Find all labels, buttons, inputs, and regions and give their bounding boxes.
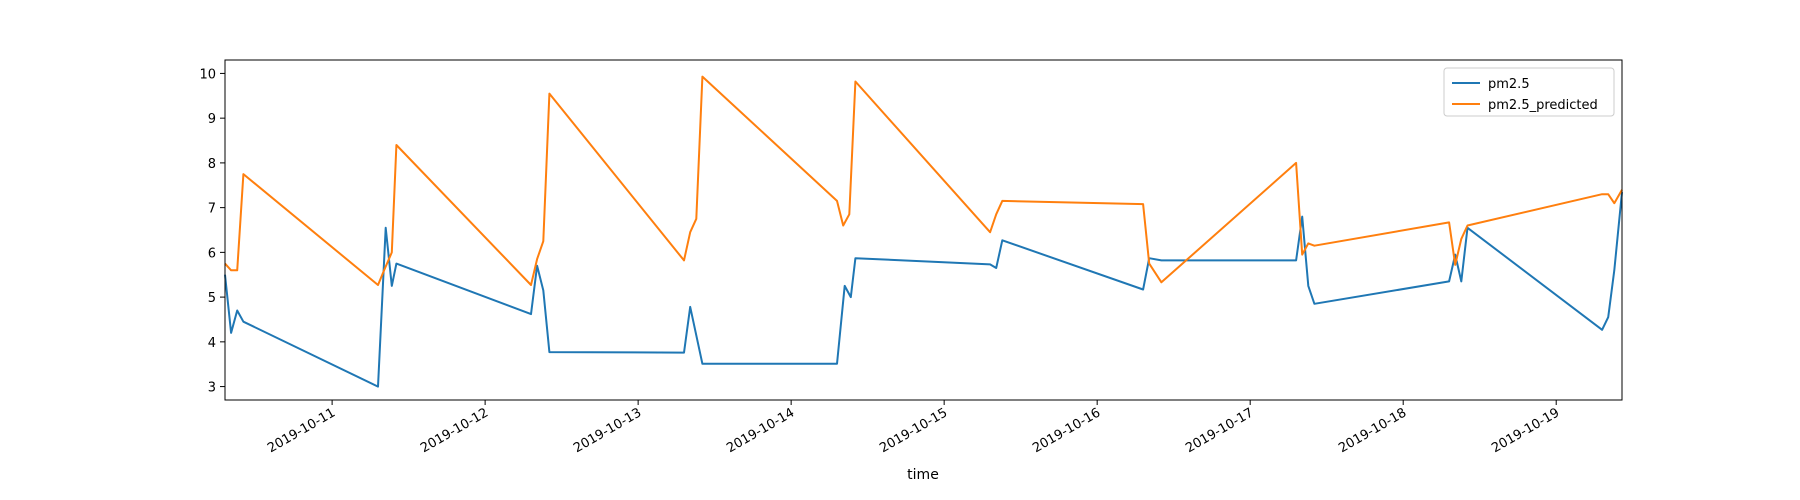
y-tick-label: 8 <box>208 157 216 172</box>
series-line-pm2-5-predicted <box>224 75 1623 286</box>
x-tick-label: 2019-10-11 <box>265 405 338 456</box>
legend-label: pm2.5 <box>1488 77 1530 92</box>
plot-frame <box>224 59 1623 401</box>
y-tick-label: 3 <box>208 381 216 396</box>
x-tick-label: 2019-10-17 <box>1183 405 1256 456</box>
x-tick-label: 2019-10-14 <box>724 405 797 456</box>
series-line-pm2-5 <box>224 191 1623 388</box>
y-tick-label: 6 <box>208 246 216 261</box>
x-tick-label: 2019-10-19 <box>1489 405 1562 456</box>
y-tick-label: 7 <box>208 202 216 217</box>
y-tick-label: 9 <box>208 112 216 127</box>
x-tick-label: 2019-10-15 <box>877 405 950 456</box>
x-tick-label: 2019-10-13 <box>571 405 644 456</box>
y-tick-label: 5 <box>208 291 216 306</box>
y-axis: 3 4 5 6 7 8 9 10 <box>199 67 225 396</box>
series-layer <box>224 75 1623 388</box>
legend-box <box>1443 67 1615 117</box>
x-axis: 2019-10-11 2019-10-12 2019-10-13 2019-10-14… <box>265 400 1562 456</box>
legend: pm2.5 pm2.5_predicted <box>1443 67 1615 117</box>
x-tick-label: 2019-10-16 <box>1030 405 1103 456</box>
x-tick-label: 2019-10-12 <box>418 405 491 456</box>
legend-label: pm2.5_predicted <box>1488 98 1598 113</box>
y-tick-label: 10 <box>199 67 216 82</box>
x-tick-label: 2019-10-18 <box>1336 405 1409 456</box>
x-axis-label: time <box>907 467 939 483</box>
y-tick-label: 4 <box>208 336 216 351</box>
